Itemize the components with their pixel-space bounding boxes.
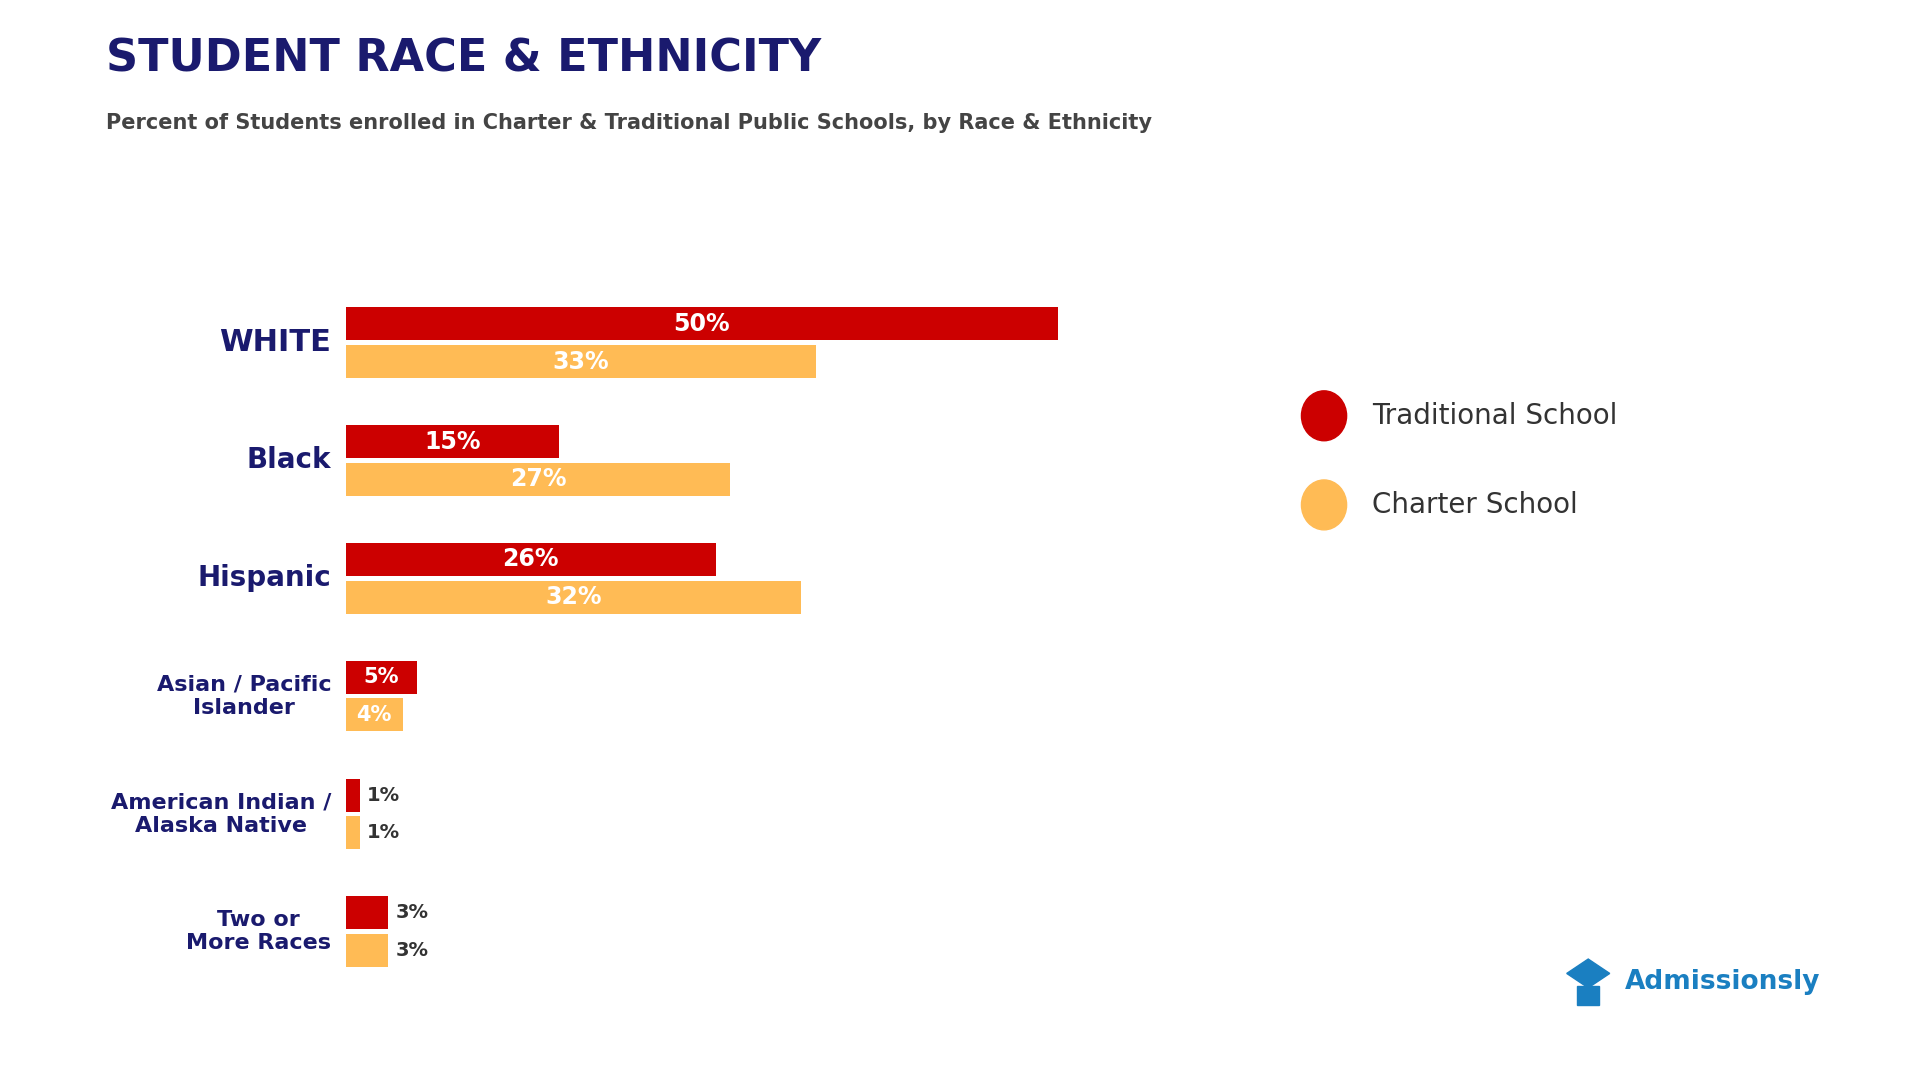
Text: 15%: 15% — [424, 430, 480, 454]
Text: 3%: 3% — [396, 941, 428, 960]
Text: 1%: 1% — [367, 823, 399, 842]
Circle shape — [1302, 480, 1346, 530]
Text: Charter School: Charter School — [1373, 491, 1578, 518]
Bar — [346, 345, 816, 378]
Text: Black: Black — [248, 446, 332, 474]
Text: American Indian /
Alaska Native: American Indian / Alaska Native — [111, 793, 332, 836]
Bar — [346, 308, 1058, 340]
Text: Asian / Pacific
Islander: Asian / Pacific Islander — [157, 675, 332, 718]
Text: Traditional School: Traditional School — [1373, 402, 1619, 430]
Circle shape — [1302, 391, 1346, 441]
Text: 26%: 26% — [503, 548, 559, 571]
Bar — [346, 816, 359, 849]
Bar — [346, 896, 388, 930]
Text: WHITE: WHITE — [219, 328, 332, 357]
Bar — [346, 543, 716, 576]
Text: Two or
More Races: Two or More Races — [186, 910, 332, 954]
Text: 33%: 33% — [553, 350, 609, 374]
Text: Hispanic: Hispanic — [198, 564, 332, 592]
Polygon shape — [1567, 959, 1609, 988]
Text: 27%: 27% — [509, 468, 566, 491]
Text: 1%: 1% — [367, 785, 399, 805]
Bar — [1578, 986, 1599, 1005]
Text: 5%: 5% — [363, 667, 399, 687]
Bar — [346, 779, 359, 811]
Text: 3%: 3% — [396, 903, 428, 922]
Bar — [346, 581, 801, 613]
Bar — [346, 699, 403, 731]
Text: 4%: 4% — [357, 705, 392, 725]
Bar — [346, 463, 730, 496]
Bar — [346, 426, 559, 458]
Text: Percent of Students enrolled in Charter & Traditional Public Schools, by Race & : Percent of Students enrolled in Charter … — [106, 113, 1152, 134]
Text: 50%: 50% — [674, 312, 730, 336]
Text: 32%: 32% — [545, 585, 601, 609]
Text: Admissionsly: Admissionsly — [1624, 969, 1820, 995]
Text: STUDENT RACE & ETHNICITY: STUDENT RACE & ETHNICITY — [106, 38, 820, 81]
Bar — [346, 934, 388, 967]
Bar — [346, 661, 417, 693]
